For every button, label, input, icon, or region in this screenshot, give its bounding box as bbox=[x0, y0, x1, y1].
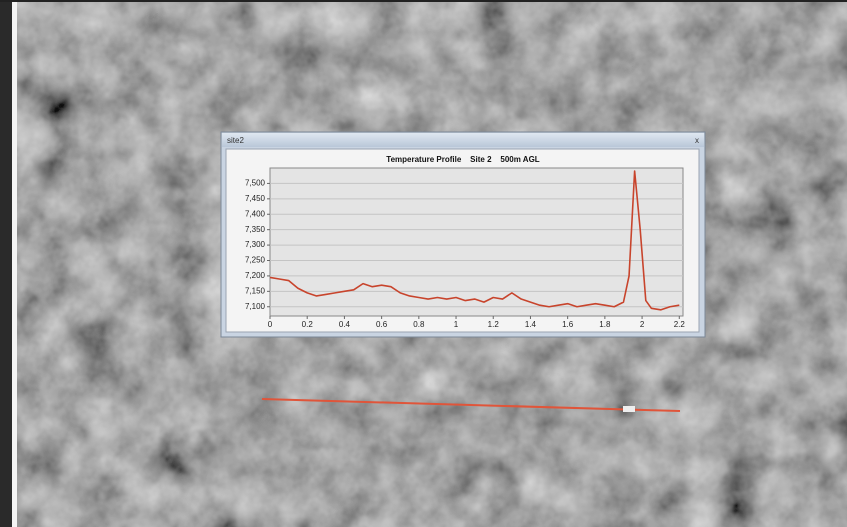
x-tick-label: 1.6 bbox=[562, 320, 574, 329]
x-tick-label: 1.4 bbox=[525, 320, 537, 329]
x-tick-label: 1.8 bbox=[599, 320, 611, 329]
left-edge bbox=[0, 0, 12, 527]
window-title: site2 bbox=[227, 136, 244, 145]
x-tick-label: 0 bbox=[268, 320, 273, 329]
y-tick-label: 7,450 bbox=[245, 194, 266, 203]
x-tick-label: 2.2 bbox=[674, 320, 686, 329]
screen: site2 x Temperature Profile Site 2 500m … bbox=[0, 0, 847, 527]
x-tick-label: 1 bbox=[454, 320, 459, 329]
y-tick-label: 7,300 bbox=[245, 240, 266, 249]
chart-title: Temperature Profile Site 2 500m AGL bbox=[386, 155, 539, 164]
x-tick-label: 0.4 bbox=[339, 320, 351, 329]
top-border bbox=[0, 0, 847, 2]
y-tick-label: 7,250 bbox=[245, 256, 266, 265]
title-bar bbox=[222, 133, 704, 147]
x-tick-label: 0.2 bbox=[302, 320, 314, 329]
close-button[interactable]: x bbox=[695, 136, 699, 145]
page: {"window": {"title": "site2", "close": "… bbox=[0, 0, 847, 527]
y-tick-label: 7,500 bbox=[245, 179, 266, 188]
x-tick-label: 1.2 bbox=[488, 320, 500, 329]
x-tick-label: 2 bbox=[640, 320, 645, 329]
left-border bbox=[12, 0, 17, 527]
x-tick-label: 0.6 bbox=[376, 320, 388, 329]
y-tick-label: 7,100 bbox=[245, 302, 266, 311]
y-tick-label: 7,200 bbox=[245, 271, 266, 280]
y-tick-label: 7,150 bbox=[245, 286, 266, 295]
y-tick-label: 7,350 bbox=[245, 225, 266, 234]
y-tick-label: 7,400 bbox=[245, 209, 266, 218]
transect-marker[interactable] bbox=[623, 406, 635, 412]
x-tick-label: 0.8 bbox=[413, 320, 425, 329]
